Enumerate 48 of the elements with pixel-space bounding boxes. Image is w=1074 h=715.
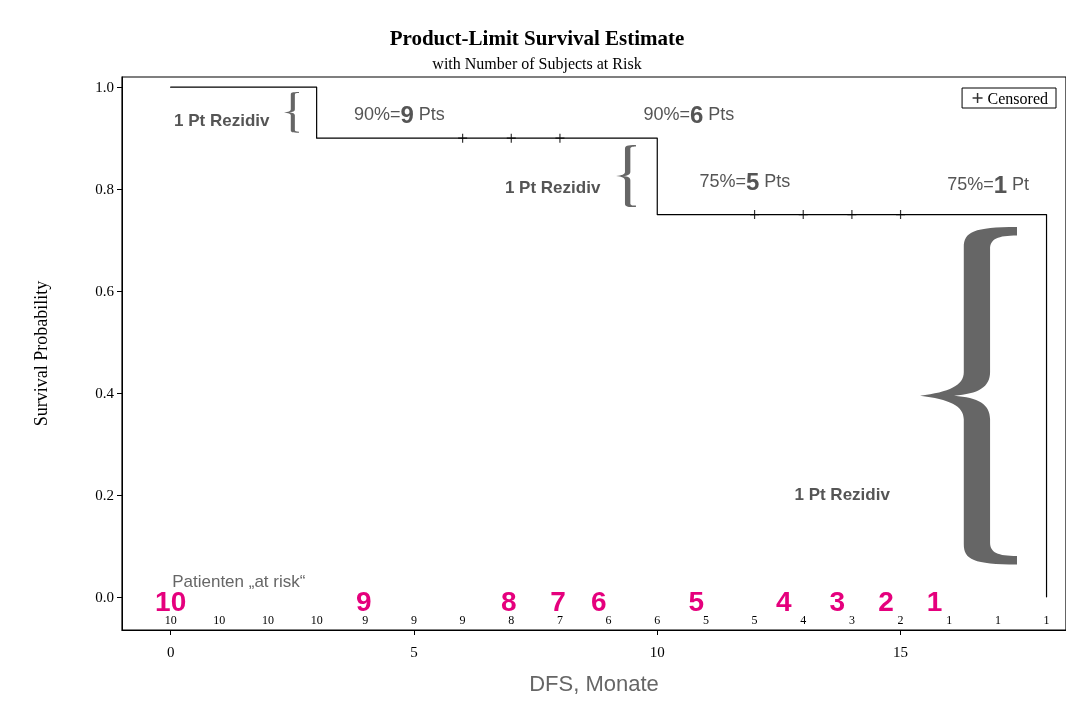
- annotation: 3: [829, 586, 846, 618]
- annotation: 5: [688, 586, 704, 618]
- x-axis-title: DFS, Monate: [529, 670, 659, 696]
- annotation: 90%=9 Pts: [353, 100, 445, 128]
- legend-label: Censored: [987, 89, 1049, 107]
- annotation: 1: [1043, 612, 1050, 627]
- x-tick-label: 10: [649, 643, 665, 660]
- annotation: 5: [751, 612, 758, 627]
- annotation: 3: [848, 612, 855, 627]
- annotation: 1 Pt Rezidiv: [504, 178, 601, 198]
- annotation: Patienten „at risk“: [172, 572, 306, 592]
- annotation: 7: [556, 612, 563, 627]
- annotation: 75%=1 Pt: [947, 170, 1030, 198]
- annotation: 10: [310, 612, 323, 627]
- chart-title: Product-Limit Survival Estimate: [389, 25, 685, 50]
- annotation: 2: [878, 586, 894, 618]
- annotation: 4: [800, 612, 807, 627]
- annotation: 10: [164, 612, 177, 627]
- annotation: 1: [926, 586, 943, 618]
- annotation: 8: [508, 612, 515, 627]
- y-tick-label: 0.2: [95, 486, 114, 503]
- annotation: 9: [410, 612, 417, 627]
- annotation: 9: [459, 612, 466, 627]
- annotation: 6: [654, 612, 661, 627]
- annotation: 1 Pt Rezidiv: [174, 110, 270, 130]
- y-tick-label: 0.4: [95, 385, 115, 401]
- annotation: 5: [702, 612, 709, 627]
- chart-subtitle: with Number of Subjects at Risk: [432, 54, 642, 73]
- y-tick-label: 0.8: [95, 181, 114, 198]
- annotation: 75%=5 Pts: [699, 167, 791, 195]
- annotation: 10: [213, 612, 226, 627]
- annotation: 9: [362, 612, 369, 627]
- y-tick-label: 0.6: [95, 283, 115, 300]
- annotation: 10: [261, 612, 274, 627]
- annotation: 2: [897, 612, 904, 627]
- x-tick-label: 15: [893, 643, 909, 660]
- x-tick-label: 0: [166, 643, 175, 660]
- y-tick-label: 0.0: [95, 588, 114, 605]
- y-axis-title: Survival Probability: [31, 280, 51, 427]
- annotation: 1: [946, 612, 953, 627]
- annotation: 1 Pt Rezidiv: [794, 485, 891, 505]
- annotation: 4: [775, 586, 792, 618]
- annotation: 6: [605, 612, 612, 627]
- annotation: 90%=6 Pts: [643, 100, 735, 128]
- annotation: 6: [591, 586, 607, 618]
- annotation: 1: [994, 612, 1001, 627]
- y-tick-label: 1.0: [95, 79, 114, 96]
- x-tick-label: 5: [410, 643, 418, 660]
